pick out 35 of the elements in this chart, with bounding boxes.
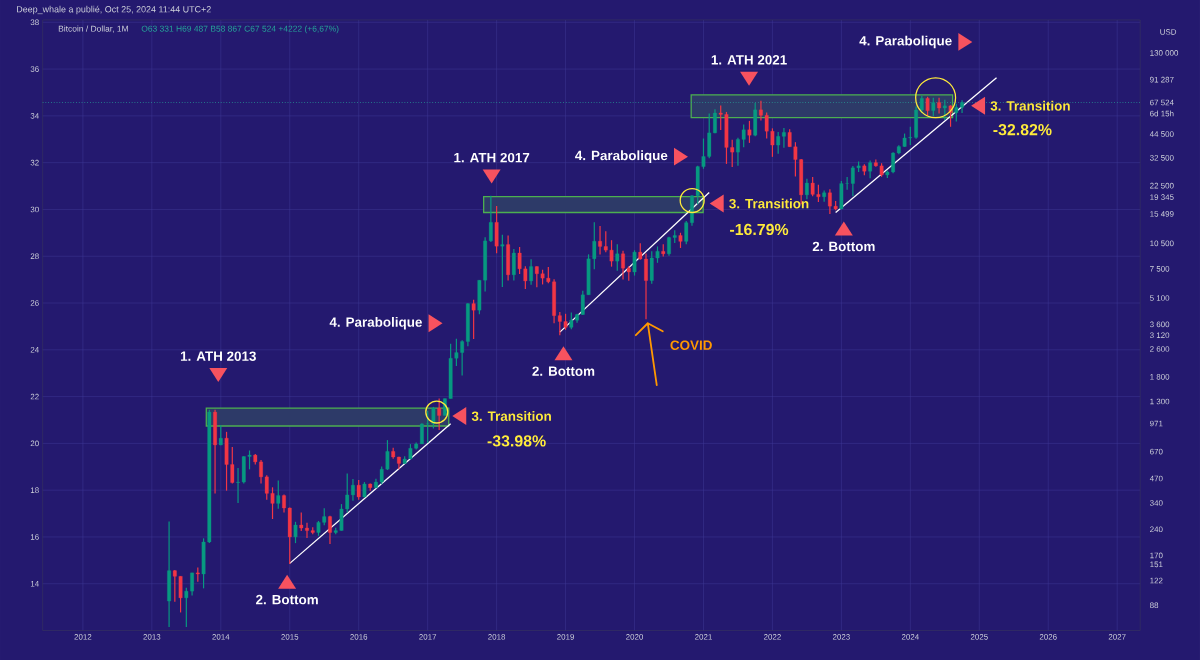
annotation: 1. ATH 2021 xyxy=(711,54,787,65)
candlestick xyxy=(632,249,637,276)
candlestick xyxy=(615,243,620,272)
annotation: 1. ATH 2013 xyxy=(180,351,256,361)
annotation: 4. Parabolique xyxy=(329,316,422,330)
annotation: 1. ATH 2017 xyxy=(454,152,530,163)
text: Deep_whale a publié, Oct 25, 2024 11:44 UTC+2 xyxy=(16,5,211,14)
annotation: -33.98% xyxy=(487,435,546,447)
candlestick xyxy=(822,189,827,203)
annotation: 4. Parabolique xyxy=(859,35,952,48)
annotation: 4. Parabolique xyxy=(575,150,668,163)
candlestick xyxy=(500,233,505,288)
annotation: 3. Transition xyxy=(471,410,551,421)
candlestick xyxy=(356,479,361,501)
candlestick xyxy=(942,98,947,121)
text: O63 331 H69 487 B58 867 C67 524 +4222 (+6,67%) xyxy=(141,25,339,34)
annotation: -32.82% xyxy=(993,123,1052,136)
candlestick xyxy=(218,424,223,446)
annotation: 3. Transition xyxy=(729,198,809,209)
candlestick xyxy=(925,95,930,117)
candlestick xyxy=(747,120,752,144)
candlestick xyxy=(293,520,298,544)
candlestick xyxy=(437,397,442,431)
annotation: -16.79% xyxy=(730,223,789,235)
candlestick xyxy=(931,96,936,117)
candlestick xyxy=(753,102,758,137)
annotation: 2. Bottom xyxy=(812,241,875,251)
annotation: 2. Bottom xyxy=(532,366,595,376)
annotation: 3. Transition xyxy=(990,100,1070,111)
text: Bitcoin / Dollar, 1M xyxy=(58,25,128,33)
candlestick xyxy=(276,479,281,510)
annotation: 2. Bottom xyxy=(256,594,318,605)
annotation: COVID xyxy=(670,340,712,350)
candlestick xyxy=(471,298,476,340)
candlestick xyxy=(494,205,499,254)
